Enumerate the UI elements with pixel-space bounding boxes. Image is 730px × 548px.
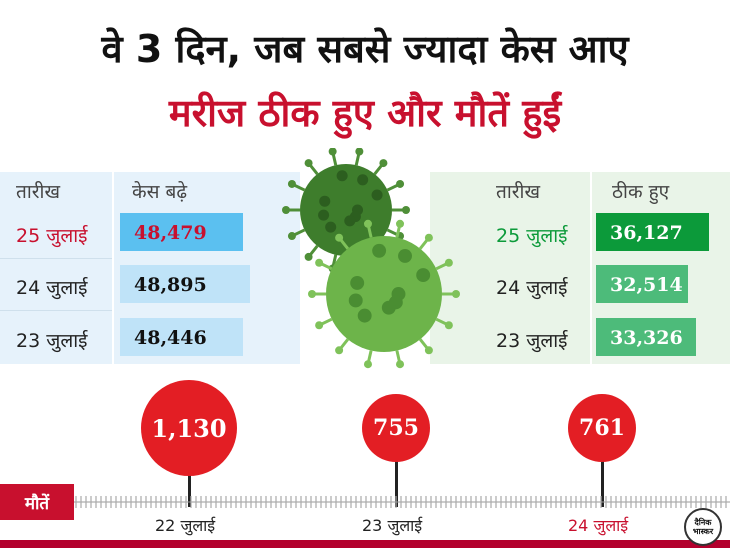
cases-value-header: केस बढ़े [132, 181, 188, 203]
cases-bar-24 [120, 265, 250, 303]
cases-bar-23 [120, 318, 243, 356]
virus-spike-tip [335, 233, 344, 242]
virus-spot [357, 308, 372, 323]
recovered-value-24: 32,514 [610, 274, 683, 296]
deaths-date-label: 22 जुलाई [155, 516, 216, 535]
virus-spot [344, 215, 356, 227]
deaths-axis-ruler [74, 496, 730, 508]
logo-text: दैनिक भास्कर [692, 518, 714, 536]
virus-spot [416, 268, 431, 283]
deaths-stem [395, 460, 398, 507]
deaths-date-label: 24 जुलाई [568, 516, 629, 535]
cases-date-23: 23 जुलाई [16, 330, 88, 352]
virus-spike-tip [355, 148, 364, 156]
virus-spike-tip [363, 219, 372, 228]
headline-line-2: मरीज ठीक हुए और मौतें हुईं [168, 91, 562, 135]
cases-value-25: 48,479 [134, 222, 207, 244]
recovered-value-header: ठीक हुए [612, 181, 670, 203]
deaths-point: 761 [567, 393, 637, 463]
virus-body [326, 236, 442, 352]
virus-spike-tip [444, 258, 453, 267]
virus-spot [350, 275, 365, 290]
recovered-value-23: 33,326 [610, 327, 683, 349]
virus-spot [325, 221, 337, 233]
row-separator [0, 310, 112, 311]
publisher-logo: दैनिक भास्कर [684, 508, 722, 546]
virus-spike-tip [396, 179, 405, 188]
deaths-point: 755 [361, 393, 431, 463]
recovered-column-divider [590, 172, 592, 364]
virus-spike-tip [308, 290, 316, 298]
virus-spot [398, 248, 412, 263]
virus-spot [348, 293, 363, 308]
virus-spike-tip [396, 360, 405, 369]
virus-spike-tip [287, 179, 296, 188]
coronavirus-icon [282, 148, 460, 369]
cases-column-divider [112, 172, 114, 364]
virus-spike-tip [335, 346, 344, 355]
virus-spike-tip [287, 232, 296, 241]
cases-date-25: 25 जुलाई [16, 225, 88, 247]
virus-spike-tip [444, 321, 453, 330]
recovered-bar-25 [596, 213, 709, 251]
virus-spot [372, 243, 387, 258]
recovered-date-header: तारीख [496, 181, 540, 203]
virus-spike-tip [304, 252, 313, 261]
deaths-stem [601, 460, 604, 507]
virus-spot [319, 195, 331, 207]
virus-spike-tip [328, 148, 337, 156]
virus-spike-tip [304, 159, 313, 168]
recovered-date-23: 23 जुलाई [496, 330, 568, 352]
deaths-point: 1,130 [141, 380, 237, 476]
row-separator [0, 258, 112, 259]
deaths-stem [188, 474, 191, 507]
virus-spike-tip [424, 346, 433, 355]
virus-spot [318, 209, 330, 221]
cases-date-24: 24 जुलाई [16, 277, 88, 299]
cases-value-24: 48,895 [134, 274, 207, 296]
headline-line-1: वे 3 दिन, जब सबसे ज्यादा केस आए [101, 27, 629, 71]
virus-spot [371, 189, 383, 201]
virus-spot [357, 174, 369, 186]
recovered-date-24: 24 जुलाई [496, 277, 568, 299]
deaths-axis-label: मौतें [0, 484, 74, 520]
virus-spike-tip [402, 206, 410, 214]
virus-spike-tip [282, 206, 290, 214]
deaths-date-label: 23 जुलाई [362, 516, 423, 535]
bottom-band [0, 540, 730, 548]
cases-bar-25 [120, 213, 243, 251]
virus-spike-tip [379, 159, 388, 168]
virus-spike-tip [396, 219, 405, 228]
recovered-date-25: 25 जुलाई [496, 225, 568, 247]
virus-spot [381, 300, 396, 315]
virus-spike-tip [315, 258, 324, 267]
recovered-bar-23 [596, 318, 696, 356]
virus-spike-tip [452, 290, 460, 298]
cases-date-header: तारीख [16, 181, 60, 203]
cases-value-23: 48,446 [134, 327, 207, 349]
recovered-bar-24 [596, 265, 688, 303]
virus-spike-tip [315, 321, 324, 330]
virus-spike-tip [424, 233, 433, 242]
recovered-value-25: 36,127 [610, 222, 683, 244]
virus-spike-tip [363, 360, 372, 369]
virus-spot [336, 170, 348, 182]
